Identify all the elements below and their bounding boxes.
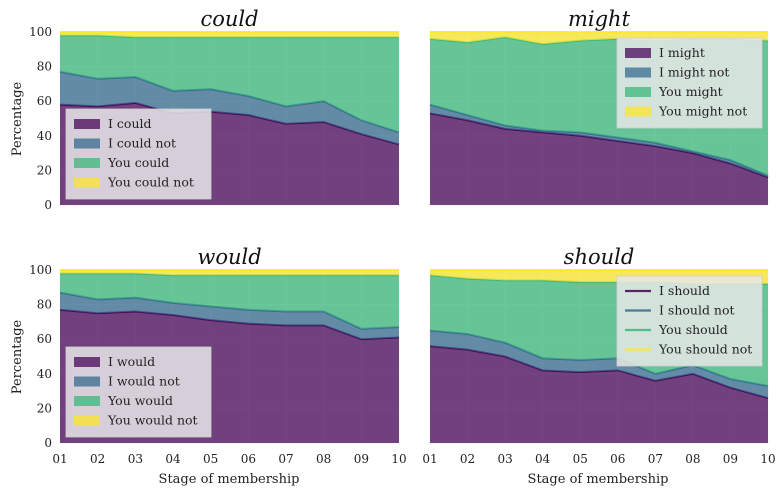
panel-could-y-tick-label: 60 [37, 94, 52, 108]
panel-should-x-tick-label: 08 [685, 452, 700, 466]
panel-would-area-i-would-not [60, 292, 399, 340]
panel-could-y-tick-label: 0 [44, 198, 52, 212]
panel-should-legend-label-you-should: You should [658, 322, 728, 337]
panel-would-x-tick-label: 01 [52, 452, 67, 466]
panel-could-area-i-could-not [60, 71, 399, 145]
panel-would-legend-swatch-i-would-not [74, 376, 100, 387]
panel-might-legend-label-i-might: I might [659, 45, 705, 60]
panel-would-y-tick-label: 0 [44, 436, 52, 450]
panel-might-legend-swatch-i-might [625, 48, 651, 58]
panel-could-area-you-could [60, 35, 399, 133]
panel-would-legend-swatch-i-would [74, 357, 100, 367]
panel-should-x-tick-label: 01 [422, 452, 437, 466]
panel-would-legend-swatch-you-would-not [74, 415, 100, 426]
panel-would-x-tick-label: 02 [90, 452, 105, 466]
panel-could-title: could [200, 7, 258, 31]
panel-could-legend-swatch-i-could-not [74, 138, 100, 149]
panel-should-legend-label-i-should: I should [659, 283, 710, 298]
panel-would-y-tick-label: 40 [37, 367, 52, 381]
panel-might-legend-label-i-might-not: I might not [659, 65, 729, 80]
panel-would-x-tick-label: 08 [316, 452, 331, 466]
panel-would-x-tick-label: 10 [391, 452, 406, 466]
panel-would-y-tick-label: 60 [37, 332, 52, 346]
panel-should-x-tick-label: 07 [648, 452, 663, 466]
panel-could-legend-swatch-you-could [74, 158, 100, 168]
panel-might-legend-swatch-you-might-not [625, 106, 651, 117]
panel-could-legend-label-you-could-not: You could not [107, 175, 194, 190]
panel-should-legend-label-i-should-not: I should not [659, 303, 735, 318]
panel-should-title: should [564, 245, 635, 269]
panel-should-x-tick-label: 05 [573, 452, 588, 466]
panel-might-legend-label-you-might: You might [658, 84, 723, 99]
panel-could-legend-swatch-you-could-not [74, 177, 100, 188]
panel-should-area-i-should [430, 346, 768, 443]
panel-could-y-tick-label: 80 [37, 60, 52, 74]
x-axis-label-right: Stage of membership [528, 472, 669, 487]
panel-should-x-tick-label: 04 [535, 452, 551, 466]
panel-would-area-you-would-not [60, 270, 399, 276]
panel-might-legend-swatch-you-might [625, 87, 651, 97]
panel-would-legend-swatch-you-would [74, 396, 100, 406]
panel-would-area-you-would [60, 273, 399, 329]
panel-would-legend-label-i-would-not: I would not [108, 374, 180, 389]
panel-could-y-tick-label: 100 [29, 25, 52, 39]
panel-could-legend-label-i-could-not: I could not [108, 136, 176, 151]
panel-would-title: would [197, 245, 261, 269]
panel-should-legend-label-you-should-not: You should not [658, 342, 752, 357]
panel-would-legend-label-you-would-not: You would not [107, 413, 198, 428]
panel-should-x-tick-label: 02 [460, 452, 475, 466]
panel-would-x-tick-label: 03 [128, 452, 143, 466]
panel-could-y-tick-label: 40 [37, 129, 52, 143]
panel-would-legend-label-i-would: I would [108, 354, 155, 369]
panel-should-x-tick-label: 09 [723, 452, 738, 466]
panel-would-x-tick-label: 04 [165, 452, 181, 466]
panel-could-area-you-could-not [60, 32, 399, 38]
panel-might-legend-swatch-i-might-not [625, 67, 651, 78]
x-axis-label-left: Stage of membership [159, 472, 300, 487]
panel-would-y-tick-label: 100 [29, 263, 52, 277]
panel-might-legend-label-you-might-not: You might not [658, 104, 747, 119]
panel-would-x-tick-label: 07 [278, 452, 293, 466]
panel-would-y-tick-label: 20 [37, 401, 52, 415]
panel-would-legend-label-you-would: You would [107, 393, 173, 408]
panel-could-y-tick-label: 20 [37, 163, 52, 177]
panel-might-title: might [568, 7, 631, 31]
panel-would-x-tick-label: 09 [354, 452, 369, 466]
y-axis-label-bottom: Percentage [10, 319, 25, 394]
panel-should-x-tick-label: 10 [760, 452, 775, 466]
panel-would-y-tick-label: 80 [37, 298, 52, 312]
panel-should-x-tick-label: 03 [497, 452, 512, 466]
panel-would-x-tick-label: 06 [241, 452, 256, 466]
panel-could-legend-swatch-i-could [74, 119, 100, 129]
panel-could-legend-label-you-could: You could [107, 155, 169, 170]
panel-should-x-tick-label: 06 [610, 452, 625, 466]
panel-might-area-you-might-not [430, 32, 768, 45]
y-axis-label-top: Percentage [10, 81, 25, 156]
panel-could-legend-label-i-could: I could [108, 116, 152, 131]
panel-might-area-i-might [430, 113, 768, 205]
panel-would-x-tick-label: 05 [203, 452, 218, 466]
